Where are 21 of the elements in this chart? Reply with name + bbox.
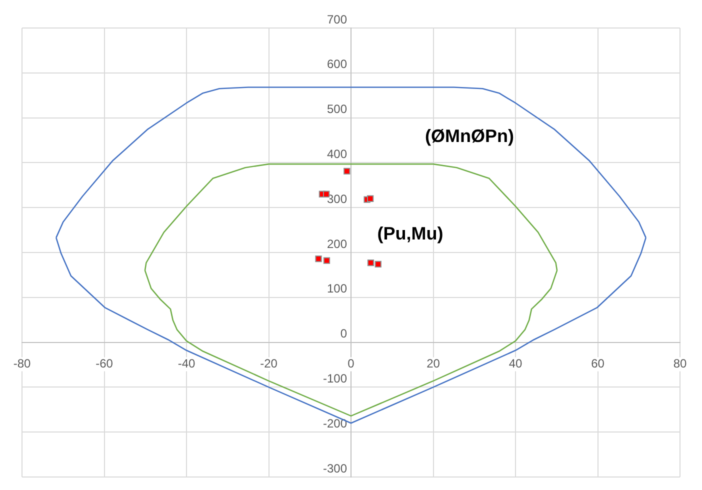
y-tick-label: 600 xyxy=(326,57,348,72)
y-tick-label: 500 xyxy=(326,102,348,116)
x-tick-label: 40 xyxy=(508,356,522,371)
y-tick-label: 400 xyxy=(326,147,348,162)
y-tick-label: 700 xyxy=(326,12,348,26)
annotation: (Pu,Mu) xyxy=(377,224,444,244)
y-tick-label: 100 xyxy=(326,282,348,296)
y-tick-label: -100 xyxy=(322,372,348,386)
y-tick-label: 0 xyxy=(340,326,348,341)
x-tick-label: 80 xyxy=(673,356,687,371)
x-tick-label: -60 xyxy=(96,356,114,371)
y-tick-label: 300 xyxy=(326,192,348,206)
y-tick-label: -300 xyxy=(322,461,348,476)
annotation: (ØMnØPn) xyxy=(424,126,514,146)
x-tick-label: 20 xyxy=(426,356,440,371)
x-tick-label: -20 xyxy=(260,356,278,371)
x-tick-label: -40 xyxy=(178,356,196,371)
x-tick-label: 60 xyxy=(591,356,605,371)
y-tick-label: -200 xyxy=(322,416,348,430)
x-tick-label: -80 xyxy=(13,356,31,371)
y-tick-label: 200 xyxy=(326,236,348,251)
